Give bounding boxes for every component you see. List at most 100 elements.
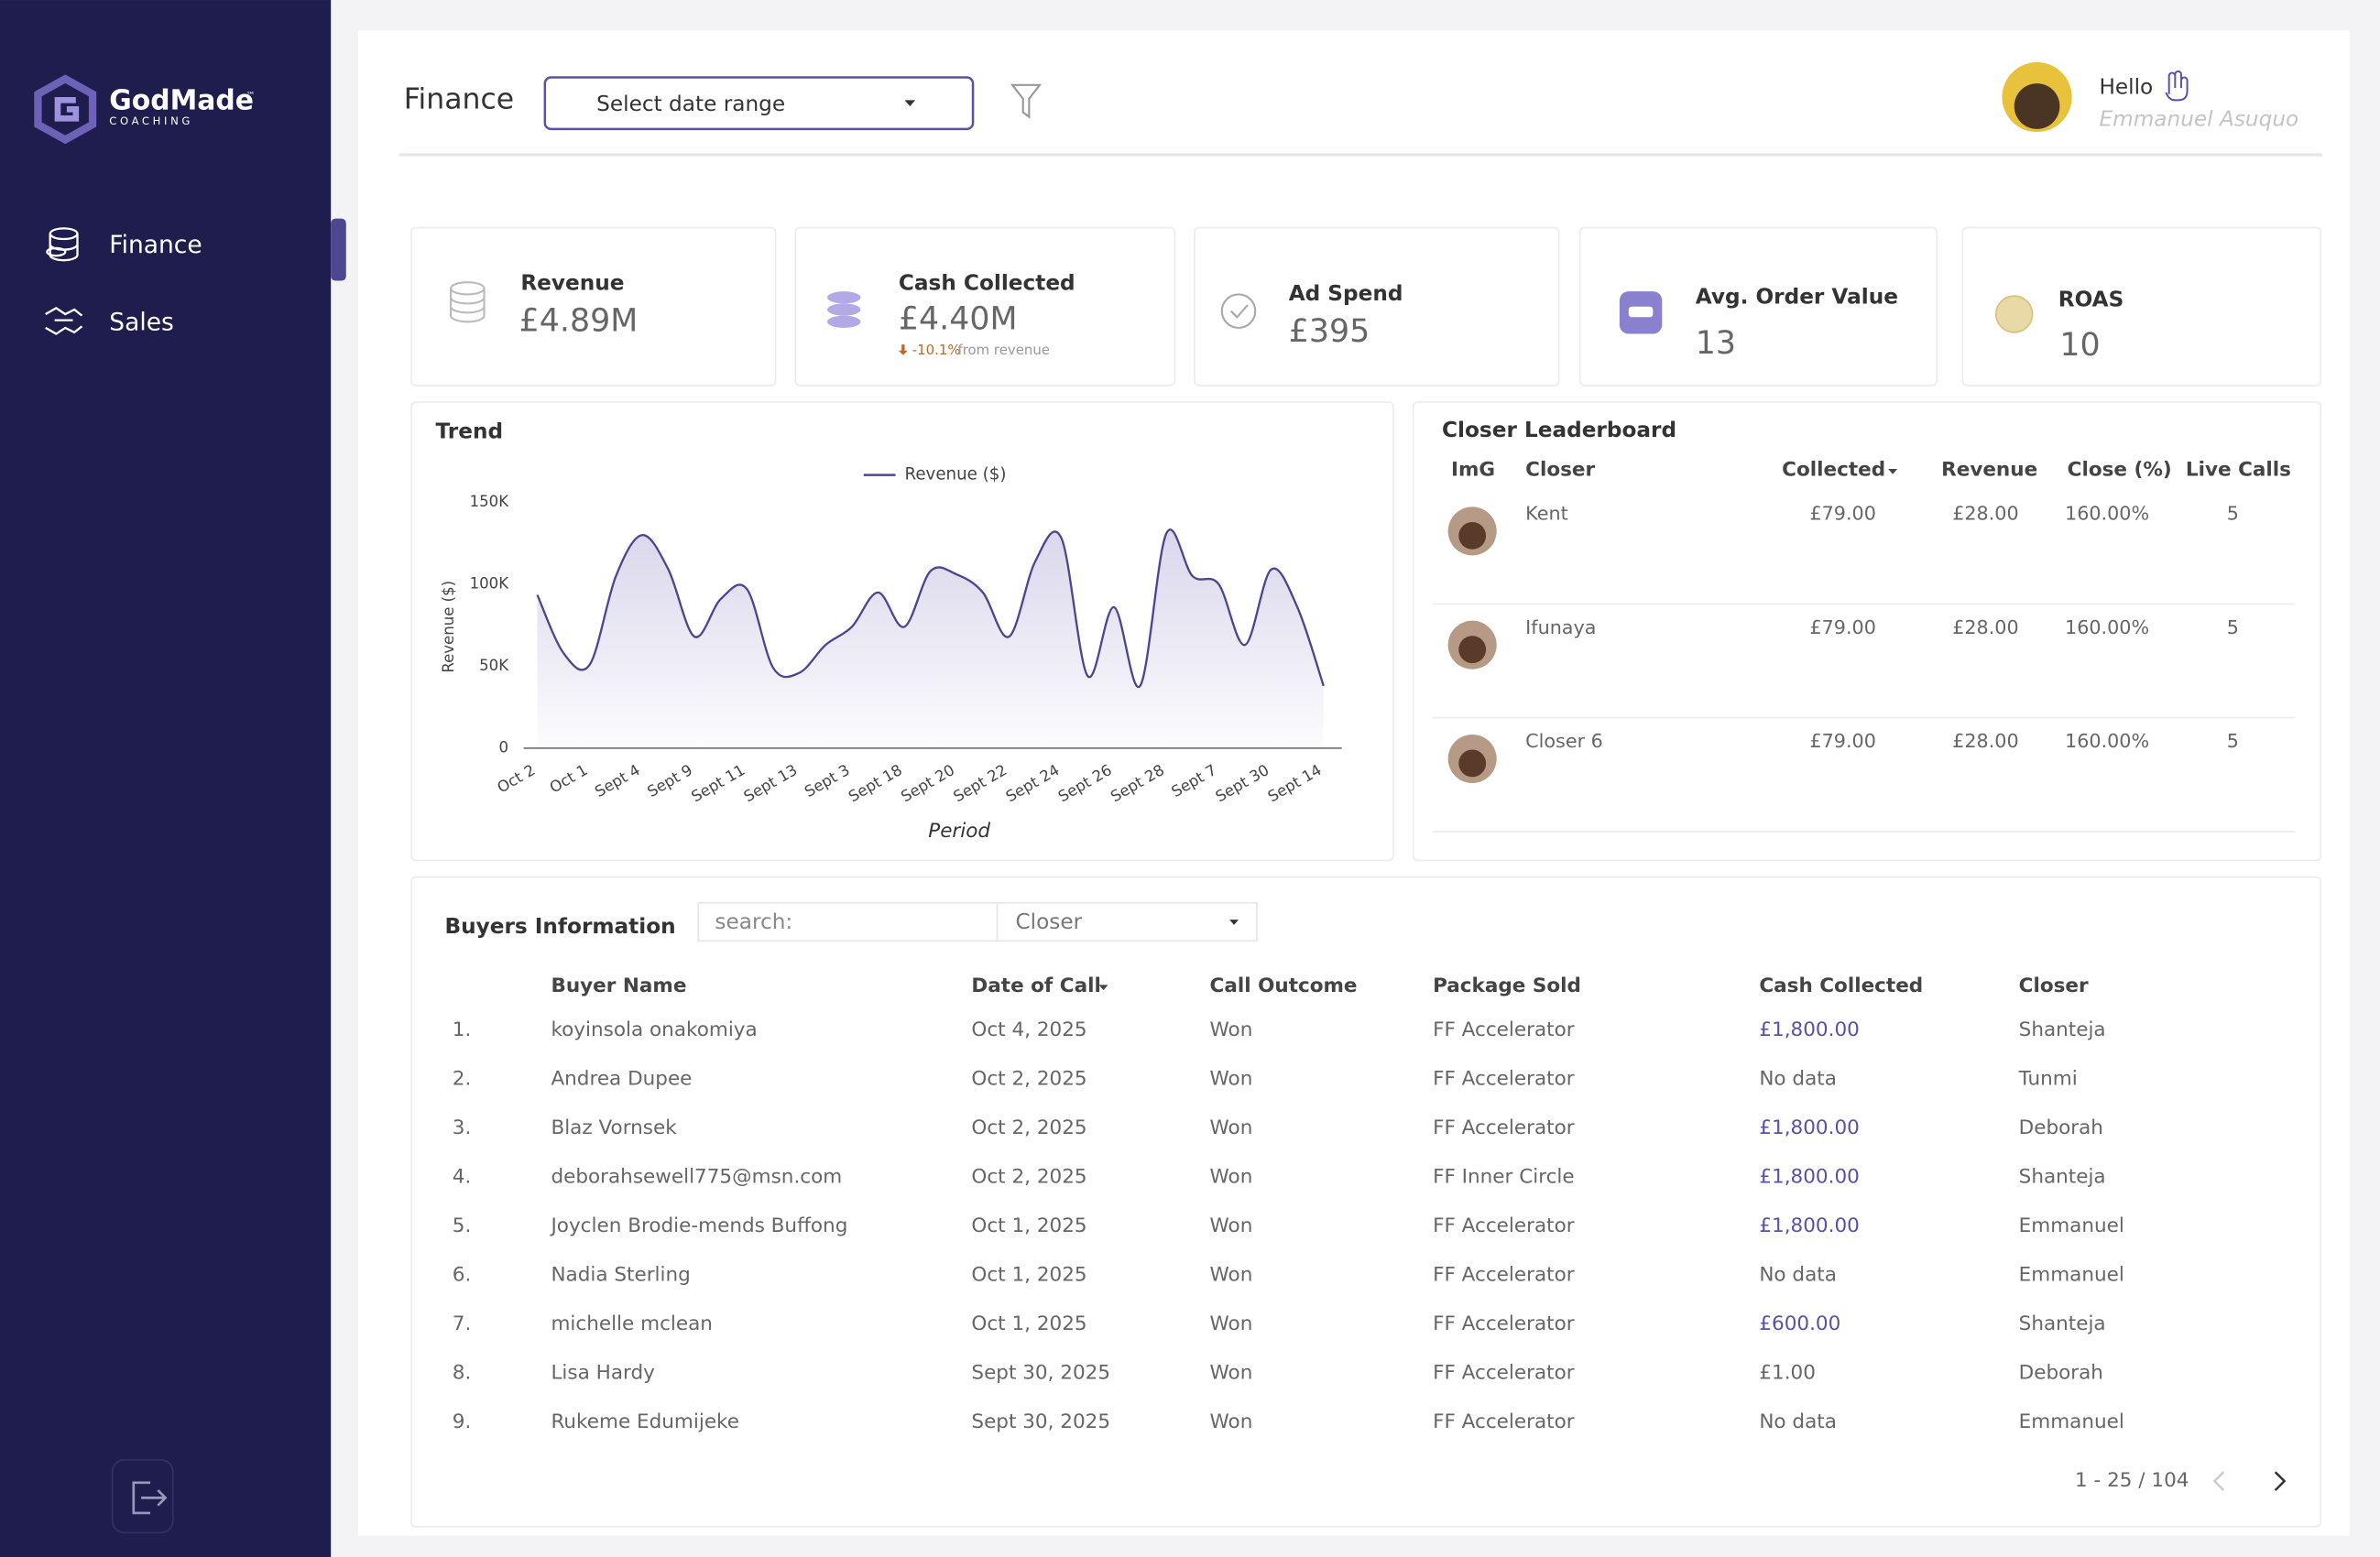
cell: 9.	[453, 1410, 472, 1433]
cell: FF Accelerator	[1433, 1018, 1575, 1041]
cell: £1,800.00	[1759, 1018, 1860, 1041]
cell: Oct 2, 2025	[971, 1166, 1086, 1189]
cell: Emmanuel	[2019, 1264, 2124, 1287]
cell: FF Accelerator	[1433, 1264, 1575, 1287]
cell: Lisa Hardy	[551, 1362, 655, 1385]
cell: 8.	[453, 1362, 472, 1385]
aov-icon-inner	[1628, 306, 1654, 318]
cell: FF Accelerator	[1433, 1214, 1575, 1237]
cell: Nadia Sterling	[551, 1264, 690, 1287]
avatar-face	[2014, 83, 2060, 129]
cell: Ifunaya	[1525, 616, 1596, 638]
kpi-value: £395	[1289, 313, 1370, 350]
kpi-card	[1194, 226, 1560, 387]
cell: deborahsewell775@msn.com	[551, 1166, 842, 1189]
cell: Deborah	[2019, 1362, 2103, 1385]
kpi-change: -10.1%	[912, 342, 961, 358]
kpi-value: £4.89M	[519, 302, 639, 339]
brand-tm: ™	[246, 91, 255, 101]
cell: £28.00	[1952, 503, 2018, 525]
leaderboard-table: ImG Closer Collected Revenue Close (%) Live C…	[1433, 459, 2296, 833]
cell: £600.00	[1759, 1312, 1840, 1335]
cell: £28.00	[1952, 616, 2018, 638]
cell: Rukeme Edumijeke	[551, 1410, 739, 1433]
date-select[interactable]	[543, 76, 975, 131]
caret	[904, 100, 916, 106]
kpi-change-note: from revenue	[957, 342, 1049, 358]
column-header: Call Outcome	[1210, 974, 1358, 997]
closer-avatar-face	[1458, 521, 1487, 550]
nav-sales[interactable]: Sales	[109, 308, 174, 336]
sort-arrow	[1888, 468, 1898, 474]
cell: £1.00	[1759, 1362, 1816, 1385]
cell: Won	[1210, 1264, 1253, 1287]
cell: Tunmi	[2018, 1068, 2078, 1091]
adspend-icon	[1220, 293, 1257, 329]
cell: Joyclen Brodie-mends Buffong	[549, 1214, 847, 1237]
logout-button[interactable]	[111, 1459, 174, 1534]
column-header: Buyer Name	[551, 974, 686, 997]
cell: Sept 30, 2025	[971, 1410, 1110, 1433]
cell: £79.00	[1809, 616, 1875, 638]
cell: 4.	[453, 1166, 472, 1189]
cell: FF Inner Circle	[1433, 1166, 1575, 1189]
kpi-card	[1578, 226, 1938, 387]
cell: Won	[1210, 1312, 1253, 1335]
column-header: ImG	[1451, 459, 1495, 482]
cell: No data	[1759, 1410, 1837, 1433]
cell: Won	[1210, 1362, 1253, 1385]
cell: FF Accelerator	[1433, 1362, 1575, 1385]
down-arrow	[898, 344, 908, 355]
cell: Won	[1210, 1068, 1253, 1091]
area	[537, 529, 1324, 748]
search-input[interactable]: search:	[715, 909, 792, 934]
y-axis-label: Revenue ($)	[440, 581, 457, 673]
closer-avatar-face	[1458, 749, 1487, 778]
clear-filter[interactable]	[1010, 83, 1043, 119]
y-tick-label: 100K	[470, 574, 510, 592]
pagination: 1 - 25 / 104	[2075, 1469, 2189, 1492]
column-header: Package Sold	[1433, 974, 1581, 997]
y-tick-label: 50K	[479, 657, 509, 674]
cell: 5.	[453, 1214, 472, 1237]
cell: 2.	[453, 1068, 472, 1091]
cell: FF Accelerator	[1433, 1410, 1575, 1433]
cell: Blaz Vornsek	[551, 1116, 677, 1139]
kpi-value: 10	[2059, 327, 2100, 364]
y-tick-label: 150K	[470, 493, 510, 510]
cell: £1,800.00	[1759, 1116, 1860, 1139]
cell: Oct 2, 2025	[971, 1068, 1086, 1091]
column-header: Collected	[1782, 459, 1885, 482]
cell: No data	[1759, 1068, 1837, 1091]
cell: Shanteja	[2019, 1018, 2106, 1041]
cell: 3.	[453, 1116, 472, 1139]
leaderboard-title: Closer Leaderboard	[1442, 418, 1676, 442]
roas-icon	[1994, 295, 2034, 333]
kpi-value: £4.40M	[899, 301, 1018, 338]
cell: £1,800.00	[1759, 1166, 1860, 1189]
cell: Emmanuel	[2019, 1410, 2124, 1433]
brand: GodMade	[109, 85, 254, 117]
closer-filter[interactable]: Closer	[1015, 909, 1082, 934]
nav-finance[interactable]: Finance	[109, 231, 202, 259]
cell: £1,800.00	[1759, 1214, 1860, 1237]
cell: Won	[1210, 1410, 1253, 1433]
search-box[interactable]	[697, 902, 1258, 942]
date-select-label: Select date range	[596, 92, 785, 116]
cell: FF Accelerator	[1433, 1116, 1575, 1139]
cell: Oct 1, 2025	[971, 1214, 1086, 1237]
cell: Won	[1210, 1116, 1253, 1139]
column-header: Close (%)	[2068, 459, 2172, 482]
kpi-label: Avg. Order Value	[1696, 284, 1898, 309]
cell: £79.00	[1809, 730, 1875, 752]
cell: 1.	[453, 1018, 472, 1041]
prev-page[interactable]	[2212, 1471, 2225, 1491]
column-header: Live Calls	[2186, 459, 2291, 482]
cell: Shanteja	[2019, 1312, 2106, 1335]
cell: FF Accelerator	[1433, 1068, 1575, 1091]
buyers-title: Buyers Information	[444, 914, 675, 939]
x-axis-label: Period	[928, 820, 990, 843]
next-page[interactable]	[2274, 1471, 2287, 1491]
cell: 160.00%	[2065, 616, 2149, 638]
